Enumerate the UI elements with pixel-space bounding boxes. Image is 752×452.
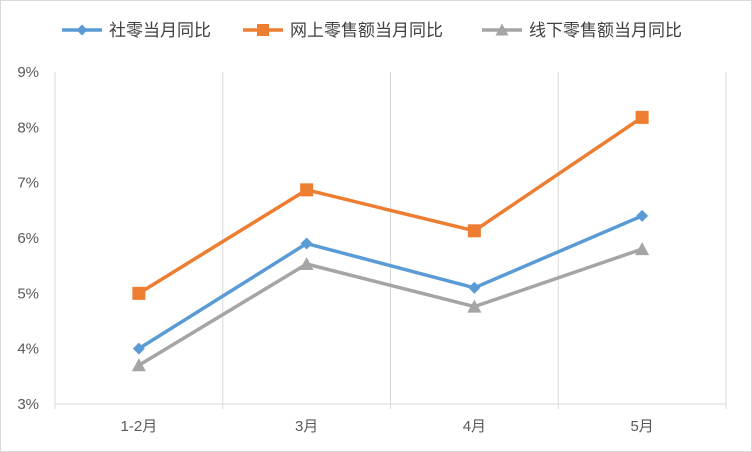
y-tick-label: 6% [17,230,39,247]
data-point-series-2 [467,224,481,238]
legend-marker [495,23,509,36]
data-point-series-3 [635,242,650,256]
x-tick-label: 3月 [295,418,318,435]
legend-marker [257,24,269,36]
legend-label: 网上零售额当月同比 [290,21,443,40]
series-line-3 [137,247,643,367]
data-point-series-1 [132,342,145,355]
x-tick-label: 4月 [463,418,486,435]
data-point-series-3 [131,358,146,372]
legend-label: 线下零售额当月同比 [529,21,682,40]
legend-label: 社零当月同比 [109,21,211,40]
data-point-series-2 [132,286,146,300]
data-point-series-1 [636,209,649,222]
y-tick-label: 7% [17,175,39,192]
legend-entry-1: 社零当月同比 [62,21,211,40]
y-tick-label: 3% [17,396,39,413]
data-point-series-3 [299,257,314,271]
series-line-2 [137,115,644,295]
data-point-series-2 [635,110,649,124]
data-point-series-1 [300,237,313,250]
data-point-series-3 [467,299,482,313]
x-tick-label: 5月 [630,418,653,435]
axes: 3% 4% 5% 6% 7% 8% 9% 1-2月 3月 4月 5月 [17,64,727,435]
legend-entry-3: 线下零售额当月同比 [482,21,682,40]
y-tick-label: 9% [17,64,39,81]
legend-entry-2: 网上零售额当月同比 [243,21,443,40]
data-point-series-2 [300,183,314,197]
gridlines [54,72,727,404]
y-tick-label: 4% [17,341,39,358]
series-lines [131,110,650,372]
legend-marker [76,24,88,36]
data-point-series-1 [468,281,481,294]
series-line-1 [137,214,643,351]
legend: 社零当月同比 网上零售额当月同比 线下零售额当月同比 [62,21,682,40]
y-tick-label: 8% [17,119,39,136]
y-tick-label: 5% [17,285,39,302]
x-tick-label: 1-2月 [121,418,158,435]
